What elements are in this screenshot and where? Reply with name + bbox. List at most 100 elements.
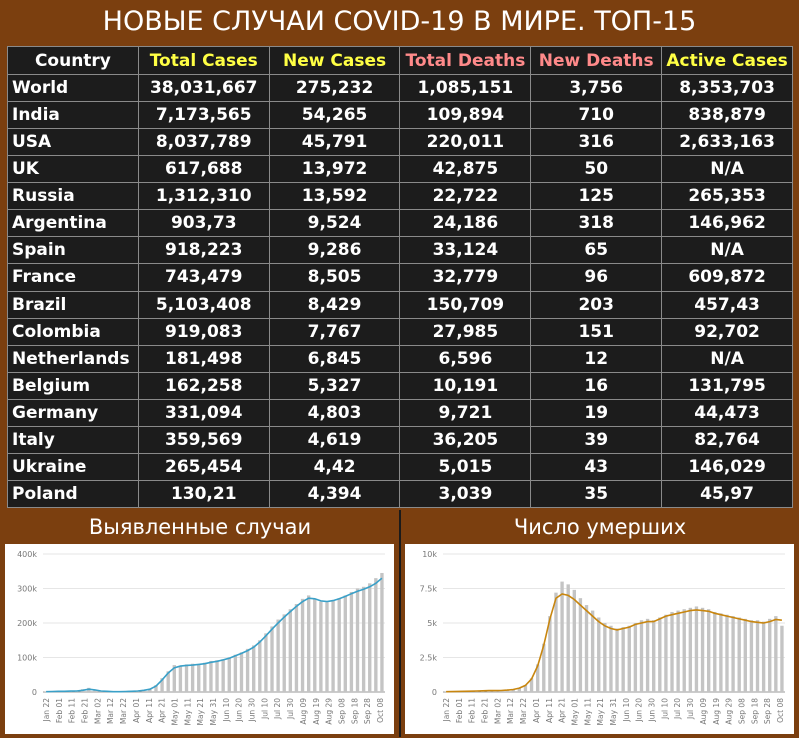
bar (646, 619, 649, 692)
y-tick-label: 0 (32, 688, 37, 697)
x-tick-label: Aug 19 (312, 698, 321, 725)
bar (228, 658, 231, 693)
y-tick-label: 0 (432, 688, 437, 697)
cell-active-cases: 8,353,703 (662, 75, 793, 102)
cell-total-cases: 743,479 (138, 264, 269, 291)
cell-total-cases: 919,083 (138, 318, 269, 345)
cell-country: Netherlands (8, 345, 139, 372)
bar (313, 599, 316, 692)
x-tick-label: Jun 10 (222, 698, 231, 723)
x-tick-label: Feb 11 (68, 698, 77, 723)
cell-new-cases: 54,265 (269, 102, 400, 129)
cell-new-cases: 9,524 (269, 210, 400, 237)
cell-new-deaths: 3,756 (531, 75, 662, 102)
cell-total-deaths: 5,015 (400, 453, 531, 480)
x-tick-label: Feb 21 (81, 698, 90, 723)
cell-new-cases: 4,394 (269, 480, 400, 507)
cell-total-cases: 8,037,789 (138, 129, 269, 156)
y-tick-label: 200k (17, 619, 37, 628)
bar (701, 608, 704, 692)
cell-total-deaths: 1,085,151 (400, 75, 531, 102)
x-tick-label: Jun 20 (635, 698, 644, 723)
cell-total-cases: 181,498 (138, 345, 269, 372)
header-active-cases: Active Cases (662, 47, 793, 75)
x-tick-label: Jul 10 (660, 698, 669, 720)
bar (573, 590, 576, 692)
bar (234, 655, 237, 692)
bar (628, 626, 631, 692)
bar (179, 666, 182, 692)
header-new-cases: New Cases (269, 47, 400, 75)
x-tick-label: Jun 30 (648, 698, 657, 723)
x-tick-label: May 31 (609, 698, 618, 726)
covid-table: Country Total Cases New Cases Total Deat… (7, 46, 793, 508)
bar (283, 614, 286, 692)
bar (719, 613, 722, 692)
bar (301, 599, 304, 692)
cell-total-deaths: 150,709 (400, 291, 531, 318)
x-tick-label: May 31 (209, 698, 218, 726)
bar (591, 611, 594, 692)
cell-country: Germany (8, 399, 139, 426)
x-tick-label: Jul 30 (686, 698, 695, 720)
cell-new-cases: 7,767 (269, 318, 400, 345)
x-tick-label: May 01 (171, 698, 180, 726)
bar (707, 609, 710, 692)
cell-country: World (8, 75, 139, 102)
x-tick-label: Jul 20 (673, 698, 682, 720)
bar (634, 623, 637, 692)
cell-new-deaths: 16 (531, 372, 662, 399)
x-tick-label: Sep 08 (738, 698, 747, 724)
bar (554, 593, 557, 692)
bar (325, 602, 328, 692)
x-tick-label: Jul 20 (273, 698, 282, 720)
bar (725, 615, 728, 692)
panel-divider (399, 510, 401, 737)
cell-new-cases: 5,327 (269, 372, 400, 399)
header-new-deaths: New Deaths (531, 47, 662, 75)
bar (203, 663, 206, 692)
bar (713, 612, 716, 692)
cell-country: Italy (8, 426, 139, 453)
bar (640, 620, 643, 692)
cell-active-cases: 457,43 (662, 291, 793, 318)
cell-total-deaths: 22,722 (400, 183, 531, 210)
cell-new-cases: 13,972 (269, 156, 400, 183)
x-tick-label: Sep 18 (750, 698, 759, 724)
cell-new-deaths: 12 (531, 345, 662, 372)
x-tick-label: Feb 21 (481, 698, 490, 723)
x-tick-label: Sep 28 (363, 698, 372, 724)
bar (331, 601, 334, 692)
cell-new-deaths: 96 (531, 264, 662, 291)
x-tick-label: Apr 01 (532, 698, 541, 723)
bar (780, 626, 783, 692)
cell-country: France (8, 264, 139, 291)
cell-new-cases: 45,791 (269, 129, 400, 156)
bar (621, 627, 624, 692)
x-tick-label: Mar 02 (493, 698, 502, 724)
cell-new-deaths: 50 (531, 156, 662, 183)
cell-country: India (8, 102, 139, 129)
cell-new-cases: 4,42 (269, 453, 400, 480)
bar (350, 592, 353, 692)
y-tick-label: 400k (17, 550, 37, 559)
header-country: Country (8, 47, 139, 75)
bar (658, 617, 661, 692)
cell-new-deaths: 318 (531, 210, 662, 237)
x-tick-label: Apr 21 (158, 698, 167, 723)
cell-active-cases: 82,764 (662, 426, 793, 453)
cell-total-deaths: 24,186 (400, 210, 531, 237)
cell-total-cases: 130,21 (138, 480, 269, 507)
x-tick-label: Feb 01 (55, 698, 64, 723)
cell-total-deaths: 9,721 (400, 399, 531, 426)
bar (185, 664, 188, 692)
